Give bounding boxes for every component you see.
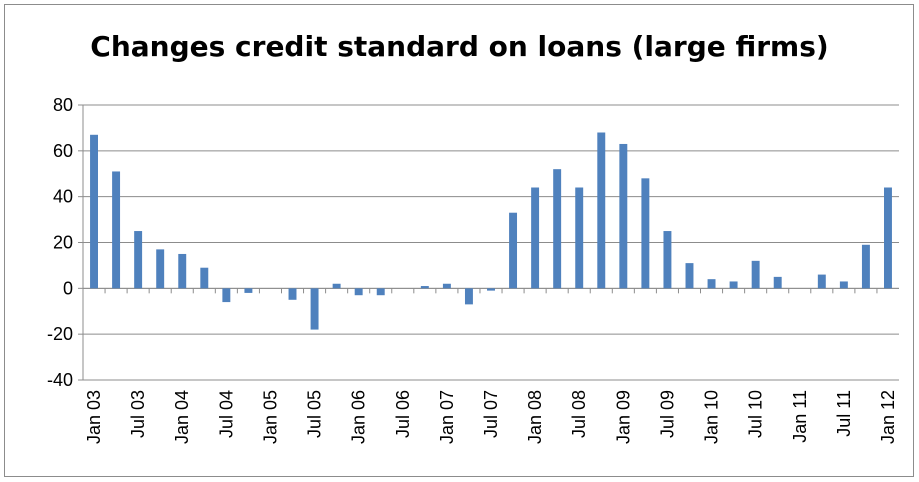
bar-apr-10	[729, 281, 738, 289]
y-tick-label: 0	[63, 278, 73, 298]
bar-jan-10	[707, 279, 716, 289]
bar-jan-09	[619, 143, 628, 289]
bar-apr-06	[376, 288, 385, 296]
x-tick-label: Jan 08	[525, 390, 545, 444]
x-tick-label: Jul 08	[569, 390, 589, 438]
bar-jul-08	[575, 187, 584, 289]
x-tick-label: Jan 05	[260, 390, 280, 444]
bar-oct-10	[773, 276, 782, 289]
x-tick-label: Jan 10	[702, 390, 722, 444]
bar-oct-04	[244, 288, 253, 293]
x-tick-label: Jul 03	[128, 390, 148, 438]
y-tick-label: 20	[53, 233, 73, 253]
bar-jan-03	[90, 134, 98, 289]
bar-apr-11	[817, 274, 826, 289]
bar-jan-07	[442, 283, 451, 289]
x-tick-label: Jan 04	[172, 390, 192, 444]
bar-apr-08	[553, 169, 562, 289]
bar-oct-07	[509, 212, 518, 289]
bar-oct-03	[156, 249, 165, 289]
chart-frame	[4, 4, 914, 477]
x-tick-label: Jan 11	[790, 390, 810, 443]
bar-oct-09	[685, 263, 694, 289]
x-tick-label: Jul 07	[481, 390, 501, 438]
bar-apr-05	[288, 288, 297, 300]
y-tick-label: 40	[53, 187, 73, 207]
y-tick-label: 80	[53, 95, 73, 115]
bar-oct-06	[420, 286, 429, 289]
bar-jul-03	[134, 231, 143, 289]
y-tick-label: 60	[53, 141, 73, 161]
bar-jul-10	[751, 260, 760, 289]
x-tick-label: Jul 11	[834, 390, 854, 437]
x-tick-label: Jan 12	[878, 390, 898, 444]
x-tick-label: Jul 05	[305, 390, 325, 438]
x-tick-label: Jan 06	[349, 390, 369, 444]
bar-apr-04	[200, 267, 209, 289]
x-tick-label: Jul 06	[393, 390, 413, 438]
bar-apr-03	[112, 171, 121, 289]
x-tick-label: Jan 07	[437, 390, 457, 444]
bar-oct-05	[332, 283, 341, 289]
bar-apr-07	[464, 288, 473, 305]
x-tick-labels: Jan 03 Jul 03 Jan 04 Jul 04 Jan 05 Jul 05 Jan …	[84, 390, 898, 444]
x-tick-label: Jan 03	[84, 390, 104, 444]
bar-jul-04	[222, 288, 231, 303]
chart-title: Changes credit standard on loans (large …	[90, 30, 829, 63]
x-tick-label: Jan 09	[613, 390, 633, 444]
y-tick-label: -40	[47, 370, 73, 390]
gridlines	[83, 104, 899, 381]
y-tick-labels: 80 60 40 20 0 -20 -40	[47, 95, 73, 390]
bar-apr-09	[641, 178, 650, 289]
x-tick-label: Jul 09	[657, 390, 677, 438]
bar-jan-12	[884, 187, 892, 289]
bar-oct-11	[861, 244, 870, 289]
bar-jan-08	[531, 187, 540, 289]
y-tick-label: -20	[47, 324, 73, 344]
bar-jul-11	[839, 281, 848, 289]
bar-jan-04	[178, 253, 187, 289]
bar-oct-08	[597, 132, 606, 289]
bars	[90, 132, 892, 330]
bar-jul-05	[310, 288, 319, 330]
bar-jul-07	[487, 288, 495, 291]
bar-jan-06	[354, 288, 363, 296]
bar-jul-09	[663, 231, 672, 289]
x-tick-label: Jul 10	[746, 390, 766, 438]
x-tick-label: Jul 04	[216, 390, 236, 438]
